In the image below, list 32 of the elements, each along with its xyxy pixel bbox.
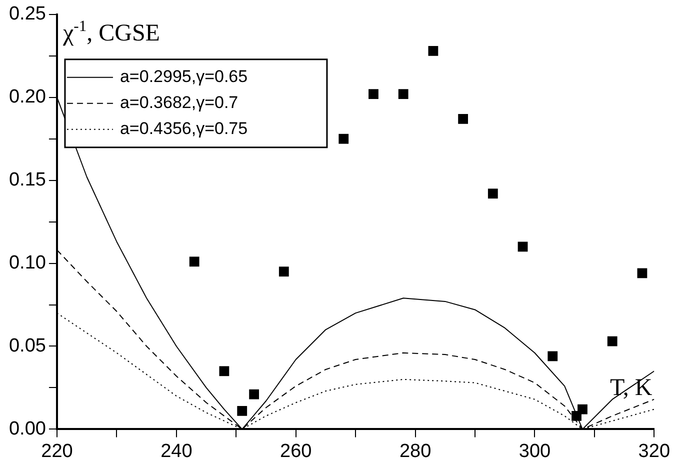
point <box>237 406 248 416</box>
point <box>518 242 528 252</box>
y-tick-label: 0.05 <box>8 335 46 356</box>
point <box>488 188 498 199</box>
x-tick-label: 220 <box>41 440 73 462</box>
legend-label: a=0.2995,γ=0.65 <box>120 67 248 86</box>
y-tick-label: 0.20 <box>8 86 46 108</box>
x-tick-label: 280 <box>399 440 432 462</box>
point <box>219 366 230 376</box>
x-tick-label: 320 <box>638 440 670 462</box>
legend-label: a=0.4356,γ=0.75 <box>120 119 248 138</box>
point <box>607 336 618 346</box>
point <box>548 351 558 362</box>
x-tick-label: 260 <box>280 440 312 462</box>
point <box>428 46 438 56</box>
point <box>189 256 200 267</box>
point <box>249 389 259 400</box>
y-tick-label: 0.25 <box>8 4 46 25</box>
point <box>368 89 378 99</box>
point <box>278 266 289 277</box>
point <box>458 114 468 124</box>
y-tick-label: 0.15 <box>8 170 46 191</box>
y-tick-label: 0.10 <box>8 252 46 274</box>
y-tick-label: 0.00 <box>8 418 46 440</box>
legend-label: a=0.3682,γ=0.7 <box>120 93 238 112</box>
x-axis-title: T, K <box>610 375 653 402</box>
point <box>637 268 648 278</box>
x-tick-label: 300 <box>518 440 551 462</box>
point <box>578 404 588 414</box>
point <box>338 134 349 144</box>
point <box>398 89 408 99</box>
x-tick-label: 240 <box>160 440 192 462</box>
